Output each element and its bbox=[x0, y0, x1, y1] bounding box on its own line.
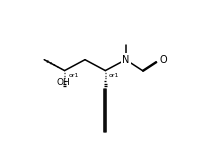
Text: or1: or1 bbox=[109, 73, 119, 78]
Text: OH: OH bbox=[57, 78, 71, 87]
Text: or1: or1 bbox=[68, 73, 79, 78]
Text: N: N bbox=[122, 55, 129, 65]
Text: O: O bbox=[160, 55, 168, 65]
